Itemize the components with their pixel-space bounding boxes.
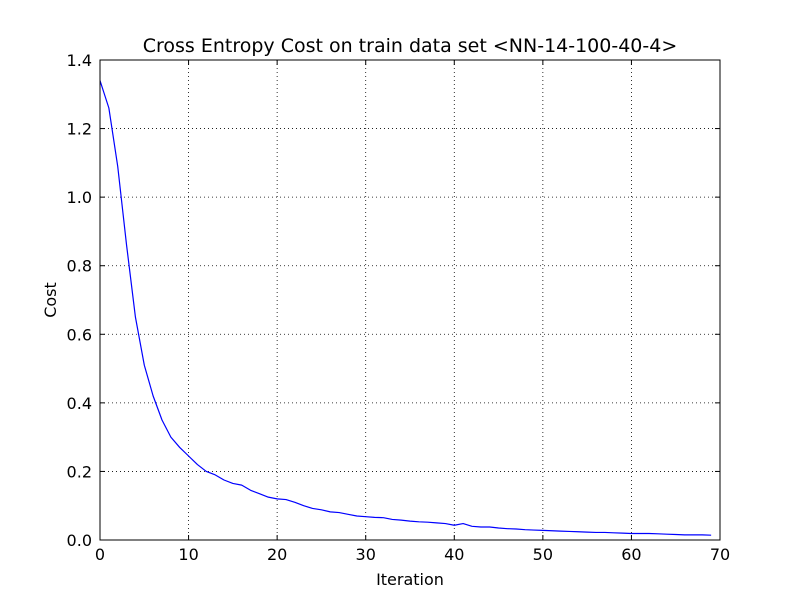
x-tick-label: 20 [267, 545, 287, 564]
chart-title: Cross Entropy Cost on train data set <NN… [143, 35, 678, 57]
y-tick-label: 1.2 [67, 120, 92, 139]
x-tick-label: 0 [95, 545, 105, 564]
y-tick-label: 0.4 [67, 394, 92, 413]
y-tick-label: 0.6 [67, 325, 92, 344]
x-tick-label: 30 [356, 545, 376, 564]
x-tick-label: 70 [710, 545, 730, 564]
series-layer [99, 80, 712, 536]
tick-label-layer: 0 10 20 30 40 50 60 70 0.0 0.2 0.4 0.6 0.8 1.0 1.2 1.4 [67, 51, 731, 564]
y-axis-title: Cost [41, 282, 60, 318]
y-tick-label: 0.8 [67, 257, 92, 276]
y-tick-label: 1.0 [67, 188, 92, 207]
y-tick-label: 0.2 [67, 462, 92, 481]
plot-frame [99, 59, 721, 541]
x-tick-label: 60 [621, 545, 641, 564]
grid-layer [100, 60, 720, 540]
series-line [99, 80, 712, 536]
y-tick-label: 1.4 [67, 51, 92, 70]
tick-layer [99, 59, 721, 541]
x-tick-label: 50 [533, 545, 553, 564]
x-tick-label: 10 [178, 545, 198, 564]
x-tick-label: 40 [444, 545, 464, 564]
x-axis-title: Iteration [376, 570, 444, 589]
y-tick-label: 0.0 [67, 531, 92, 550]
